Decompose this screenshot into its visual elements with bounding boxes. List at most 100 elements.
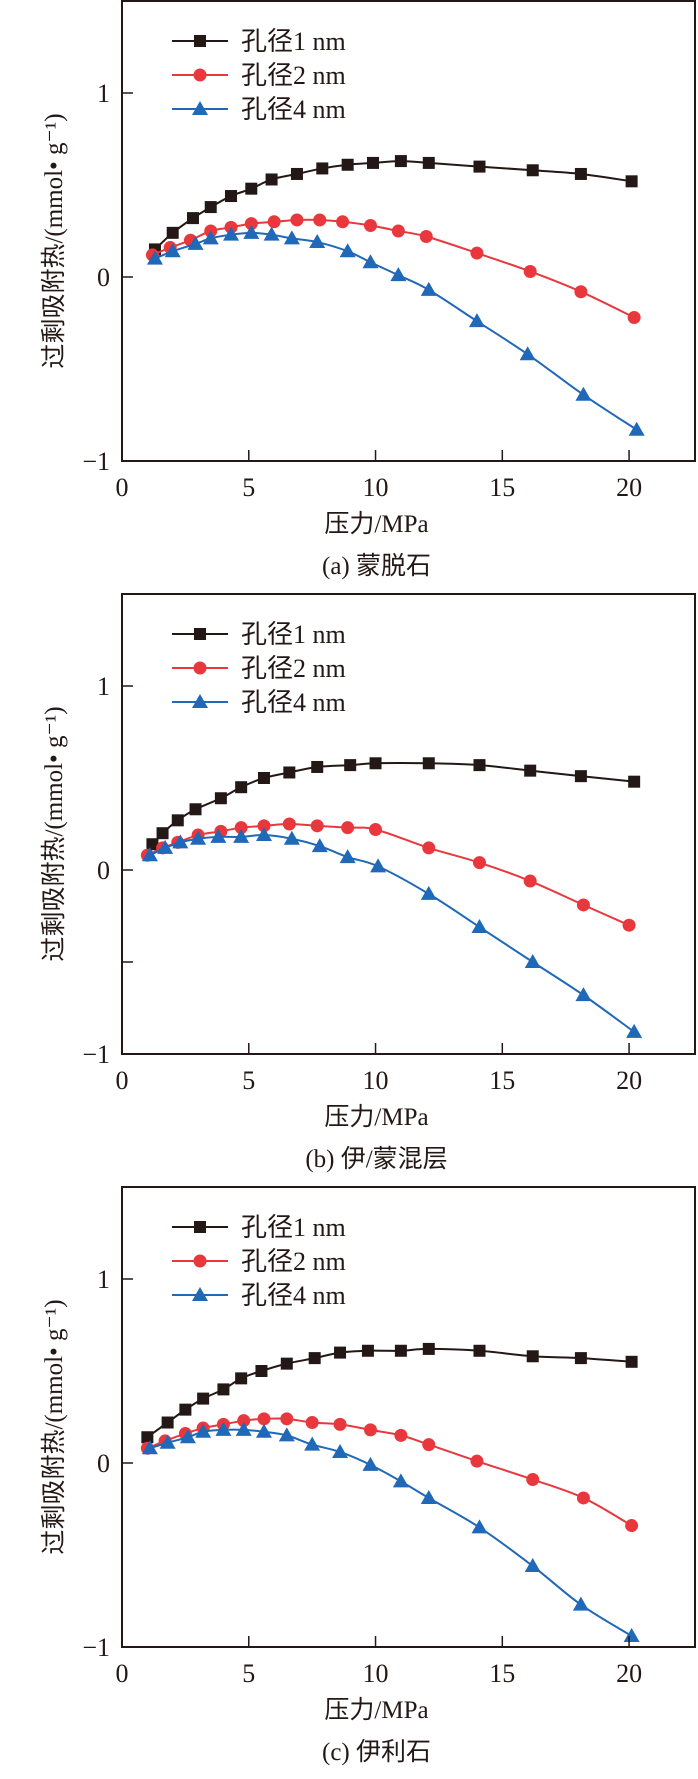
data-point: [362, 1456, 379, 1471]
legend-item: 孔径2 nm: [172, 61, 346, 90]
data-point: [305, 1416, 319, 1430]
subplot-caption: (a) 蒙脱石: [322, 552, 431, 580]
subplot-caption: (b) 伊/蒙混层: [305, 1145, 447, 1173]
data-point: [255, 827, 272, 842]
data-point: [519, 346, 536, 361]
data-point: [159, 1434, 176, 1449]
data-point: [363, 218, 377, 232]
series-3: [141, 827, 643, 1038]
data-point: [304, 1436, 321, 1451]
y-axis-label: 过剩吸附热/(mmol• g⁻¹): [40, 113, 68, 368]
legend-item: 孔径4 nm: [172, 95, 346, 124]
data-point: [339, 849, 356, 864]
y-tick-label: 1: [97, 79, 110, 108]
y-tick-label: −1: [82, 1633, 110, 1662]
x-tick-label: 20: [616, 1659, 642, 1688]
data-point: [172, 834, 189, 849]
data-point: [316, 162, 329, 175]
data-point: [290, 213, 304, 227]
y-tick-label: 0: [97, 856, 110, 885]
legend-label: 孔径2 nm: [241, 61, 346, 90]
legend-marker: [194, 628, 206, 640]
data-point: [290, 167, 303, 180]
data-point: [263, 226, 280, 241]
data-point: [255, 1423, 272, 1438]
data-point: [394, 155, 407, 168]
data-point: [339, 243, 356, 258]
data-point: [523, 264, 537, 278]
data-point: [195, 1423, 212, 1438]
legend-label: 孔径2 nm: [241, 654, 346, 683]
legend-marker: [192, 101, 208, 115]
data-point: [310, 819, 324, 833]
data-point: [283, 766, 296, 779]
plot-frame: [121, 0, 696, 462]
y-axis-label: 过剩吸附热/(mmol• g⁻¹): [40, 706, 68, 961]
legend-item: 孔径1 nm: [172, 620, 346, 649]
data-point: [309, 234, 326, 249]
data-point: [235, 1372, 248, 1385]
data-point: [267, 215, 281, 229]
data-point: [625, 1519, 639, 1533]
plot-frame: [121, 593, 696, 1055]
data-point: [524, 954, 541, 968]
data-point: [420, 281, 437, 296]
data-point: [362, 254, 379, 269]
data-point: [237, 1414, 251, 1428]
data-point: [204, 201, 217, 214]
data-point: [235, 1421, 252, 1436]
data-point: [179, 1429, 196, 1444]
data-point: [283, 830, 300, 845]
data-point: [472, 856, 486, 870]
data-point: [419, 230, 433, 244]
series-2: [145, 213, 641, 324]
data-point: [363, 1423, 377, 1437]
y-tick-label: 1: [97, 672, 110, 701]
x-tick-label: 5: [242, 1659, 255, 1688]
data-point: [626, 1023, 643, 1038]
data-point: [572, 1596, 589, 1611]
x-tick-label: 5: [242, 473, 255, 502]
data-point: [336, 215, 350, 229]
data-point: [468, 313, 485, 328]
legend-label: 孔径1 nm: [241, 27, 346, 56]
data-point: [422, 841, 436, 855]
data-point: [146, 250, 163, 265]
series-line: [146, 822, 630, 927]
data-point: [313, 213, 327, 227]
data-point: [210, 828, 227, 843]
chart-panel-c: 0 5 10 15 20 −1 0 1 压力/MPa 过剩吸附热/(mmol• g⁻¹) (c) 伊…: [0, 1186, 698, 1779]
legend-marker: [194, 35, 206, 47]
data-point: [625, 1355, 638, 1368]
data-point: [526, 164, 539, 177]
data-point: [233, 828, 250, 843]
x-tick-label: 10: [363, 1659, 389, 1688]
data-point: [471, 919, 488, 934]
data-point: [334, 1346, 347, 1359]
data-point: [623, 1627, 640, 1642]
legend: 孔径1 nm 孔径2 nm 孔径4 nm: [172, 620, 346, 717]
data-point: [146, 838, 159, 851]
legend-item: 孔径2 nm: [172, 1247, 346, 1276]
data-point: [215, 1421, 232, 1436]
data-point: [257, 772, 270, 784]
data-point: [156, 827, 169, 840]
data-point: [161, 1416, 174, 1429]
y-tick-label: 0: [97, 263, 110, 292]
data-point: [392, 1473, 409, 1488]
data-point: [576, 1491, 590, 1505]
data-point: [141, 1440, 158, 1455]
data-point: [575, 386, 592, 401]
data-point: [473, 759, 486, 772]
data-point: [255, 1365, 268, 1377]
legend-label: 孔径1 nm: [241, 1213, 346, 1242]
data-point: [622, 918, 636, 932]
legend-label: 孔径4 nm: [241, 95, 346, 124]
legend-marker: [194, 1221, 206, 1233]
data-point: [420, 1489, 437, 1504]
data-point: [394, 1428, 408, 1442]
legend-marker: [192, 1287, 208, 1301]
data-point: [574, 770, 587, 783]
data-point: [171, 814, 184, 827]
